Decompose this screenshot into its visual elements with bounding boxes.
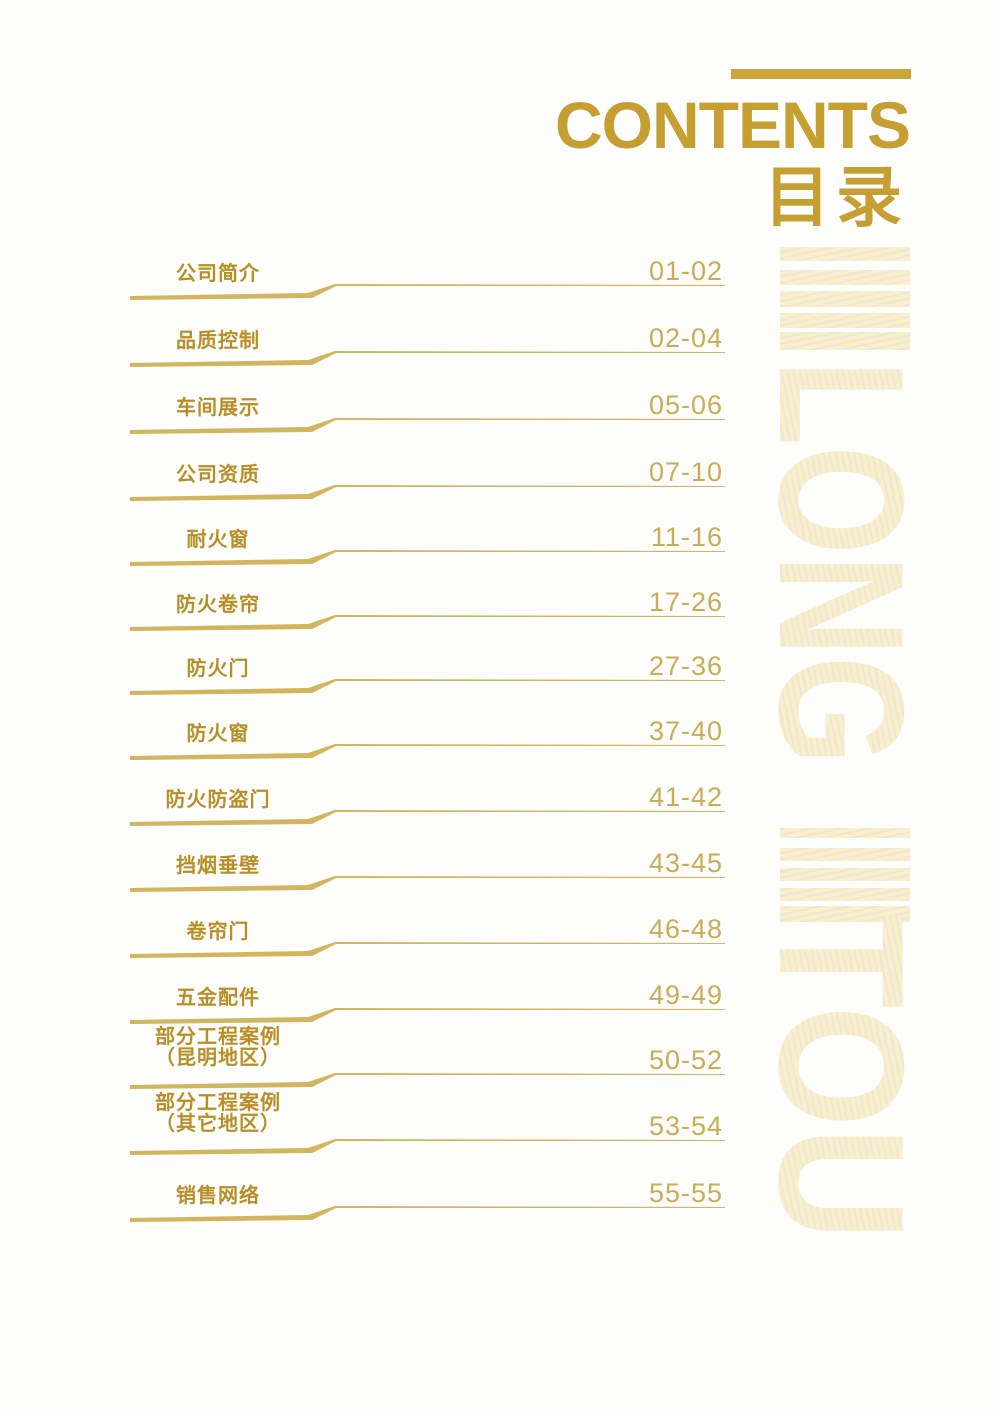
toc-entry[interactable]: 防火卷帘 17-26: [0, 574, 1000, 634]
toc-entry-title-line: 车间展示: [176, 395, 260, 419]
toc-entry[interactable]: 销售网络 55-55: [0, 1165, 1000, 1225]
toc-entry-title: 部分工程案例 （其它地区）: [130, 1092, 306, 1134]
toc-entry-pages: 17-26: [648, 587, 723, 617]
toc-entry-title: 卷帘门: [130, 921, 306, 942]
toc-entry-pages: 55-55: [648, 1178, 723, 1208]
toc-divider: [130, 418, 725, 434]
toc-entry-title-line: 销售网络: [176, 1183, 260, 1207]
toc-entry-title-line: 挡烟垂壁: [176, 853, 260, 877]
watermark-bar: [780, 906, 910, 922]
watermark-bar: [780, 868, 910, 881]
toc-entry-title-line: （昆明地区）: [155, 1045, 281, 1069]
toc-entry-pages: 41-42: [648, 782, 723, 812]
toc-entry-title-line: 防火卷帘: [176, 592, 260, 616]
toc-entry-title-line: 公司简介: [176, 261, 260, 285]
toc-entry-title-line: 公司资质: [176, 462, 260, 486]
toc-entry[interactable]: 卷帘门 46-48: [0, 901, 1000, 961]
toc-entry-title-line: 防火防盗门: [165, 787, 271, 811]
toc-entry-title: 公司资质: [130, 464, 306, 485]
toc-entry[interactable]: 公司资质 07-10: [0, 444, 1000, 504]
toc-entry-title: 车间展示: [130, 397, 306, 418]
toc-entry-pages: 50-52: [648, 1045, 723, 1075]
toc-entry-title-line: 防火门: [186, 656, 250, 680]
page-title: CONTENTS: [555, 88, 911, 162]
watermark-bar: [780, 247, 910, 261]
watermark-bar: [780, 332, 910, 350]
toc-entry[interactable]: 五金配件 49-49: [0, 967, 1000, 1027]
watermark-bar: [780, 291, 910, 307]
toc-entry-title: 部分工程案例 （昆明地区）: [130, 1026, 306, 1068]
toc-entry-title: 挡烟垂壁: [130, 855, 306, 876]
toc-entry-title-line: 五金配件: [176, 985, 260, 1009]
toc-entry-title: 公司简介: [130, 263, 306, 284]
toc-divider: [130, 942, 725, 958]
watermark-bar: [780, 888, 910, 901]
toc-divider: [130, 351, 725, 367]
toc-entry[interactable]: 耐火窗 11-16: [0, 509, 1000, 569]
toc-entry-pages: 43-45: [648, 848, 723, 878]
toc-entry-pages: 02-04: [648, 323, 723, 353]
toc-entry[interactable]: 防火门 27-36: [0, 638, 1000, 698]
watermark-bar: [780, 313, 910, 328]
toc-entry-title-line: 部分工程案例: [155, 1090, 281, 1114]
toc-entry-title-line: 卷帘门: [186, 919, 250, 943]
toc-entry-title-line: 品质控制: [176, 328, 260, 352]
toc-entry-pages: 49-49: [648, 980, 723, 1010]
page-title-chinese: 目录: [764, 159, 908, 236]
toc-divider: [130, 615, 725, 631]
toc-divider: [130, 1008, 725, 1024]
toc-entry-pages: 27-36: [648, 651, 723, 681]
toc-entry[interactable]: 防火防盗门 41-42: [0, 769, 1000, 829]
watermark-bar: [780, 848, 910, 861]
watermark-bar: [780, 270, 910, 285]
toc-entry-title-line: （其它地区）: [155, 1111, 281, 1135]
toc-entry-title-line: 防火窗: [186, 721, 250, 745]
toc-divider: [130, 550, 725, 566]
toc-entry-title: 防火防盗门: [130, 789, 306, 810]
toc-entry-title-line: 耐火窗: [186, 527, 250, 551]
header-accent-bar: [731, 69, 911, 79]
toc-entry-pages: 11-16: [650, 522, 723, 552]
toc-entry-pages: 07-10: [648, 457, 723, 487]
toc-entry[interactable]: 挡烟垂壁 43-45: [0, 835, 1000, 895]
toc-divider: [130, 744, 725, 760]
toc-entry[interactable]: 品质控制 02-04: [0, 310, 1000, 370]
toc-entry[interactable]: 防火窗 37-40: [0, 703, 1000, 763]
toc-divider: [130, 876, 725, 892]
toc-divider: [130, 679, 725, 695]
toc-divider: [130, 284, 725, 300]
toc-divider: [130, 1206, 725, 1222]
toc-entry-title: 防火卷帘: [130, 594, 306, 615]
toc-entry[interactable]: 车间展示 05-06: [0, 377, 1000, 437]
toc-entry-pages: 01-02: [648, 256, 723, 286]
toc-entry[interactable]: 部分工程案例 （其它地区） 53-54: [0, 1092, 1000, 1158]
toc-divider: [130, 810, 725, 826]
watermark-bar: [780, 828, 910, 838]
toc-entry-title: 销售网络: [130, 1185, 306, 1206]
toc-entry-title: 防火门: [130, 658, 306, 679]
toc-entry-pages: 37-40: [648, 716, 723, 746]
toc-entry-title-line: 部分工程案例: [155, 1024, 281, 1048]
toc-entry-pages: 46-48: [648, 914, 723, 944]
toc-entry[interactable]: 公司简介 01-02: [0, 243, 1000, 303]
toc-entry-title: 品质控制: [130, 330, 306, 351]
toc-entry-title: 防火窗: [130, 723, 306, 744]
toc-entry-title: 五金配件: [130, 987, 306, 1008]
toc-entry-title: 耐火窗: [130, 529, 306, 550]
toc-divider: [130, 1139, 725, 1155]
toc-entry-pages: 05-06: [648, 390, 723, 420]
toc-divider: [130, 485, 725, 501]
watermark-bars: [780, 247, 910, 922]
toc-entry-pages: 53-54: [648, 1111, 723, 1141]
watermark-word-1: LONG: [742, 360, 941, 765]
toc-entry[interactable]: 部分工程案例 （昆明地区） 50-52: [0, 1026, 1000, 1092]
toc-divider: [130, 1073, 725, 1089]
watermark-word-2: TOU: [742, 913, 941, 1240]
